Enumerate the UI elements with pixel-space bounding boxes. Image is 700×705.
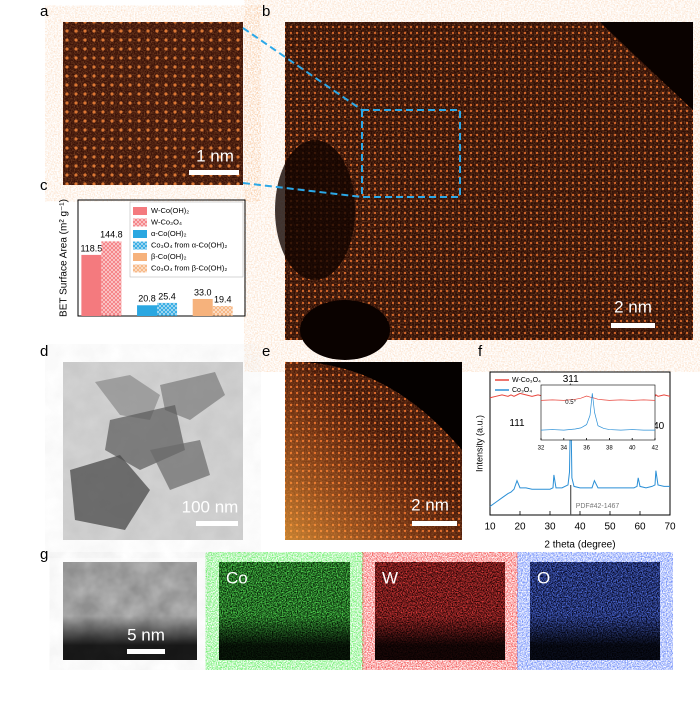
value-label: 19.4 xyxy=(214,294,232,304)
bar xyxy=(101,241,122,316)
value-label: 118.5 xyxy=(80,243,102,253)
panel-label: c xyxy=(40,177,48,194)
x-tick-label: 38 xyxy=(606,446,613,452)
annotation: 0.5° xyxy=(565,400,576,406)
line-series xyxy=(489,397,670,507)
panel-label: a xyxy=(40,3,49,20)
x-tick-label: 40 xyxy=(629,446,636,452)
legend-label: Co₃O₄ xyxy=(512,387,532,394)
value-label: 25.4 xyxy=(158,291,176,301)
reference-label: PDF#42-1467 xyxy=(576,503,620,510)
legend-swatch xyxy=(133,207,147,215)
x-tick-label: 10 xyxy=(484,522,496,533)
legend-box xyxy=(129,201,244,278)
plot-frame xyxy=(540,384,656,441)
x-tick-label: 32 xyxy=(538,446,545,452)
value-label: 144.8 xyxy=(100,230,123,240)
x-tick-label: 30 xyxy=(544,522,556,533)
legend-label: β-Co(OH)₂ xyxy=(151,252,187,261)
map-label: W xyxy=(382,568,398,587)
legend-label: W-Co₃O₄ xyxy=(512,377,541,384)
annotation: 311 xyxy=(563,374,579,385)
value-label: 20.8 xyxy=(138,294,156,304)
y-axis-label: BET Surface Area (m² g⁻¹) xyxy=(59,199,70,317)
bar xyxy=(137,305,158,316)
scale-bar-label: 2 nm xyxy=(614,297,652,316)
image-b xyxy=(242,22,693,360)
bar xyxy=(157,302,178,316)
image-e xyxy=(285,362,462,540)
annotation: 440 xyxy=(648,421,665,432)
x-tick-label: 34 xyxy=(560,446,567,452)
legend-label: Co₃O₄ from β-Co(OH)₂ xyxy=(151,263,227,272)
scale-bar-label: 2 nm xyxy=(411,495,449,514)
legend-label: W-Co(OH)₂ xyxy=(151,206,189,215)
x-tick-label: 20 xyxy=(514,522,526,533)
image-d xyxy=(63,362,243,540)
scale-bar-label: 100 nm xyxy=(182,497,239,516)
x-tick-label: 70 xyxy=(664,522,676,533)
legend-swatch xyxy=(133,264,147,273)
x-tick-label: 60 xyxy=(634,522,646,533)
x-tick-label: 50 xyxy=(604,522,616,533)
legend-label: W-Co₃O₄ xyxy=(151,217,182,226)
line-series xyxy=(540,395,656,401)
legend-swatch xyxy=(133,218,147,227)
legend-label: α-Co(OH)₂ xyxy=(151,229,187,238)
panel-label: g xyxy=(40,546,48,563)
x-tick-label: 42 xyxy=(652,446,659,452)
map-label: O xyxy=(537,568,550,587)
annotation: 111 xyxy=(509,418,525,429)
map-label: Co xyxy=(226,568,248,587)
bar xyxy=(81,254,102,316)
legend-label: Co₃O₄ from α-Co(OH)₂ xyxy=(151,240,227,249)
legend-swatch xyxy=(133,253,147,261)
panel-label: e xyxy=(262,343,270,360)
panel-label: f xyxy=(478,343,483,360)
scale-bar-label: 1 nm xyxy=(196,146,234,165)
image-g xyxy=(63,562,660,660)
scale-bar-label: 5 nm xyxy=(127,625,165,644)
panel-label: b xyxy=(262,3,270,20)
x-axis-label: 2 theta (degree) xyxy=(544,540,615,551)
line-series xyxy=(540,393,655,431)
bar xyxy=(212,305,233,316)
legend-swatch xyxy=(133,230,147,238)
value-label: 33.0 xyxy=(194,287,212,297)
panel-label: d xyxy=(40,343,48,360)
x-tick-label: 36 xyxy=(583,446,590,452)
bar xyxy=(192,298,213,316)
legend-swatch xyxy=(133,241,147,250)
image-a xyxy=(63,22,243,185)
x-tick-label: 40 xyxy=(574,522,586,533)
y-axis-label: Intensity (a.u.) xyxy=(474,415,484,472)
